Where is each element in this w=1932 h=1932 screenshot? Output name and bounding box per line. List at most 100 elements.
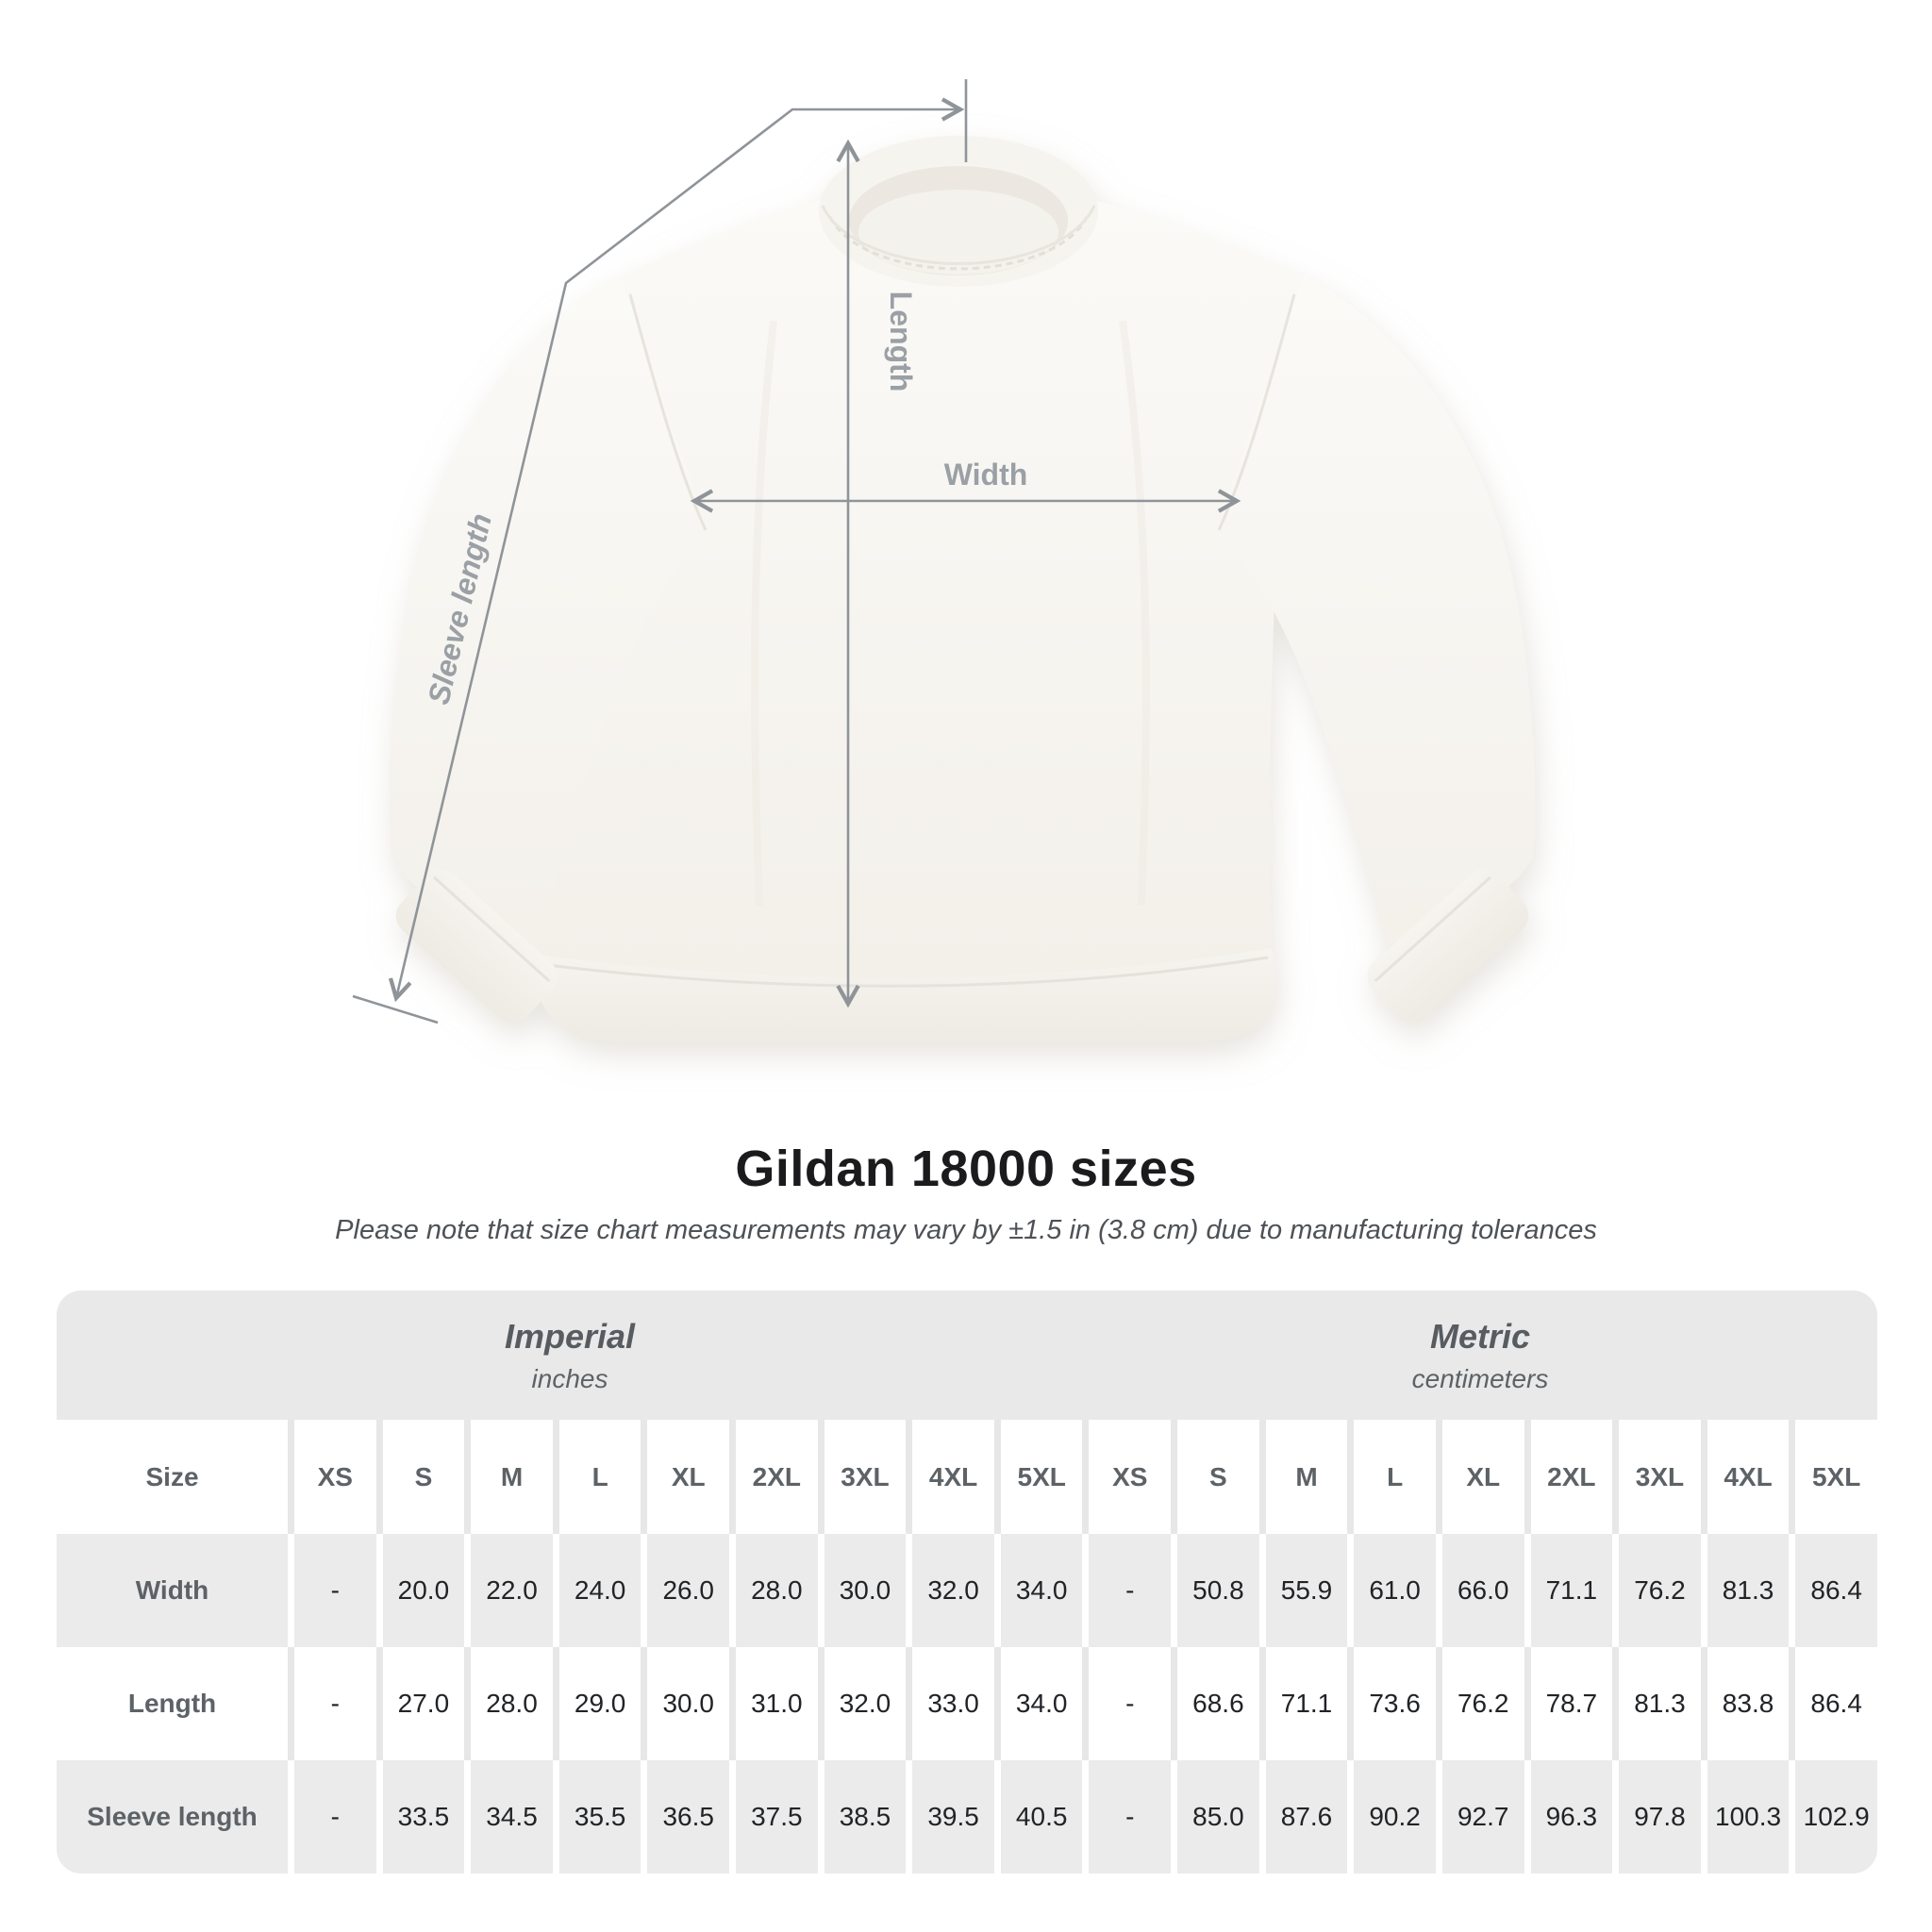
right-cuff [1367,869,1529,1024]
sweatshirt-image: Length Width Sleeve length [352,79,1535,1043]
measurement-value: 20.0 [382,1534,465,1647]
size-col-header: S [382,1420,465,1534]
sweatshirt-body-group [390,136,1535,1043]
size-col-header: 3XL [1619,1420,1701,1534]
measurement-value: 87.6 [1265,1760,1348,1874]
measurement-value: 92.7 [1441,1760,1524,1874]
page-title: Gildan 18000 sizes [735,1141,1197,1197]
sleeve-end-tick [352,994,439,1024]
measurement-value: 24.0 [558,1534,641,1647]
measurement-value: 61.0 [1354,1534,1436,1647]
measurement-value: 28.0 [471,1647,553,1760]
row-label: Width [57,1534,288,1647]
measurement-value: 86.4 [1795,1534,1877,1647]
size-col-header: 4XL [1707,1420,1790,1534]
width-row: Width - 20.0 22.0 24.0 26.0 28.0 30.0 32… [57,1534,1877,1647]
measurement-lines [352,79,1241,1024]
measurement-value: 33.5 [382,1760,465,1874]
measurement-value: 22.0 [471,1534,553,1647]
imperial-header: Imperial inches [57,1291,1083,1420]
measurement-value: 34.0 [1000,1534,1083,1647]
measurement-value: 76.2 [1619,1534,1701,1647]
measurement-value: - [1089,1534,1172,1647]
measurement-value: 73.6 [1354,1647,1436,1760]
crease [1119,320,1150,907]
metric-title: Metric [1429,1316,1531,1356]
measurement-value: 55.9 [1265,1534,1348,1647]
measurement-value: - [294,1760,376,1874]
measurement-value: 81.3 [1619,1647,1701,1760]
page-subtitle: Please note that size chart measurements… [335,1215,1597,1245]
measurement-value: 33.0 [912,1647,994,1760]
measurement-value: 85.0 [1177,1760,1259,1874]
measurement-value: 28.0 [736,1534,818,1647]
size-col-header: L [1354,1420,1436,1534]
size-col-header: L [558,1420,641,1534]
measurement-value: 71.1 [1530,1534,1613,1647]
heading: Gildan 18000 sizes Please note that size… [0,1140,1932,1246]
metric-header: Metric centimeters [1083,1291,1877,1420]
measurement-value: 50.8 [1177,1534,1259,1647]
size-col-header: S [1177,1420,1259,1534]
measurement-value: 81.3 [1707,1534,1790,1647]
sleeve-length-arrow [388,97,965,1003]
measurement-value: 40.5 [1000,1760,1083,1874]
width-label: Width [944,458,1028,491]
measurement-value: 71.1 [1265,1647,1348,1760]
imperial-unit: inches [531,1363,608,1393]
size-col-header: XL [647,1420,730,1534]
measurement-value: 29.0 [558,1647,641,1760]
size-col-header: 5XL [1000,1420,1083,1534]
size-row-label: Size [57,1420,288,1534]
measurement-value: 38.5 [824,1760,907,1874]
unit-header-band: Imperial inches Metric centimeters [57,1291,1877,1420]
length-row: Length - 27.0 28.0 29.0 30.0 31.0 32.0 3… [57,1647,1877,1760]
size-col-header: 5XL [1795,1420,1877,1534]
measurement-value: 66.0 [1441,1534,1524,1647]
measurement-value: 90.2 [1354,1760,1436,1874]
measurement-value: 78.7 [1530,1647,1613,1760]
row-label: Length [57,1647,288,1760]
right-sleeve [1215,275,1535,981]
measurement-value: - [1089,1647,1172,1760]
measurement-value: 32.0 [912,1534,994,1647]
measurement-value: 97.8 [1619,1760,1701,1874]
measurement-value: 31.0 [736,1647,818,1760]
row-label: Sleeve length [57,1760,288,1874]
measurement-value: 37.5 [736,1760,818,1874]
measurement-value: 100.3 [1707,1760,1790,1874]
product-illustration: Length Width Sleeve length [352,79,1535,1043]
measurement-value: 34.0 [1000,1647,1083,1760]
measurement-value: 30.0 [824,1534,907,1647]
imperial-title: Imperial [504,1316,636,1356]
measurement-value: - [294,1534,376,1647]
measurement-value: 102.9 [1795,1760,1877,1874]
measurement-value: 27.0 [382,1647,465,1760]
size-col-header: XS [1089,1420,1172,1534]
collar [819,136,1098,287]
measurement-value: - [294,1647,376,1760]
length-label: Length [884,291,918,392]
size-col-header: 3XL [824,1420,907,1534]
size-col-header: M [1265,1420,1348,1534]
measurement-value: 39.5 [912,1760,994,1874]
measurement-value: 30.0 [647,1647,730,1760]
measurement-value: 68.6 [1177,1647,1259,1760]
size-header-row: Size XS S M L XL 2XL 3XL 4XL 5XL XS S M … [57,1420,1877,1534]
size-col-header: 2XL [1530,1420,1613,1534]
measurement-value: 76.2 [1441,1647,1524,1760]
size-col-header: 2XL [736,1420,818,1534]
size-col-header: M [471,1420,553,1534]
size-col-header: 4XL [912,1420,994,1534]
measurement-value: 35.5 [558,1760,641,1874]
metric-unit: centimeters [1411,1363,1549,1393]
measurement-value: 34.5 [471,1760,553,1874]
measurement-value: 26.0 [647,1534,730,1647]
measurement-value: 83.8 [1707,1647,1790,1760]
size-col-header: XS [294,1420,376,1534]
measurement-value: 96.3 [1530,1760,1613,1874]
measurement-value: 36.5 [647,1760,730,1874]
measurement-value: 86.4 [1795,1647,1877,1760]
measurement-value: 32.0 [824,1647,907,1760]
